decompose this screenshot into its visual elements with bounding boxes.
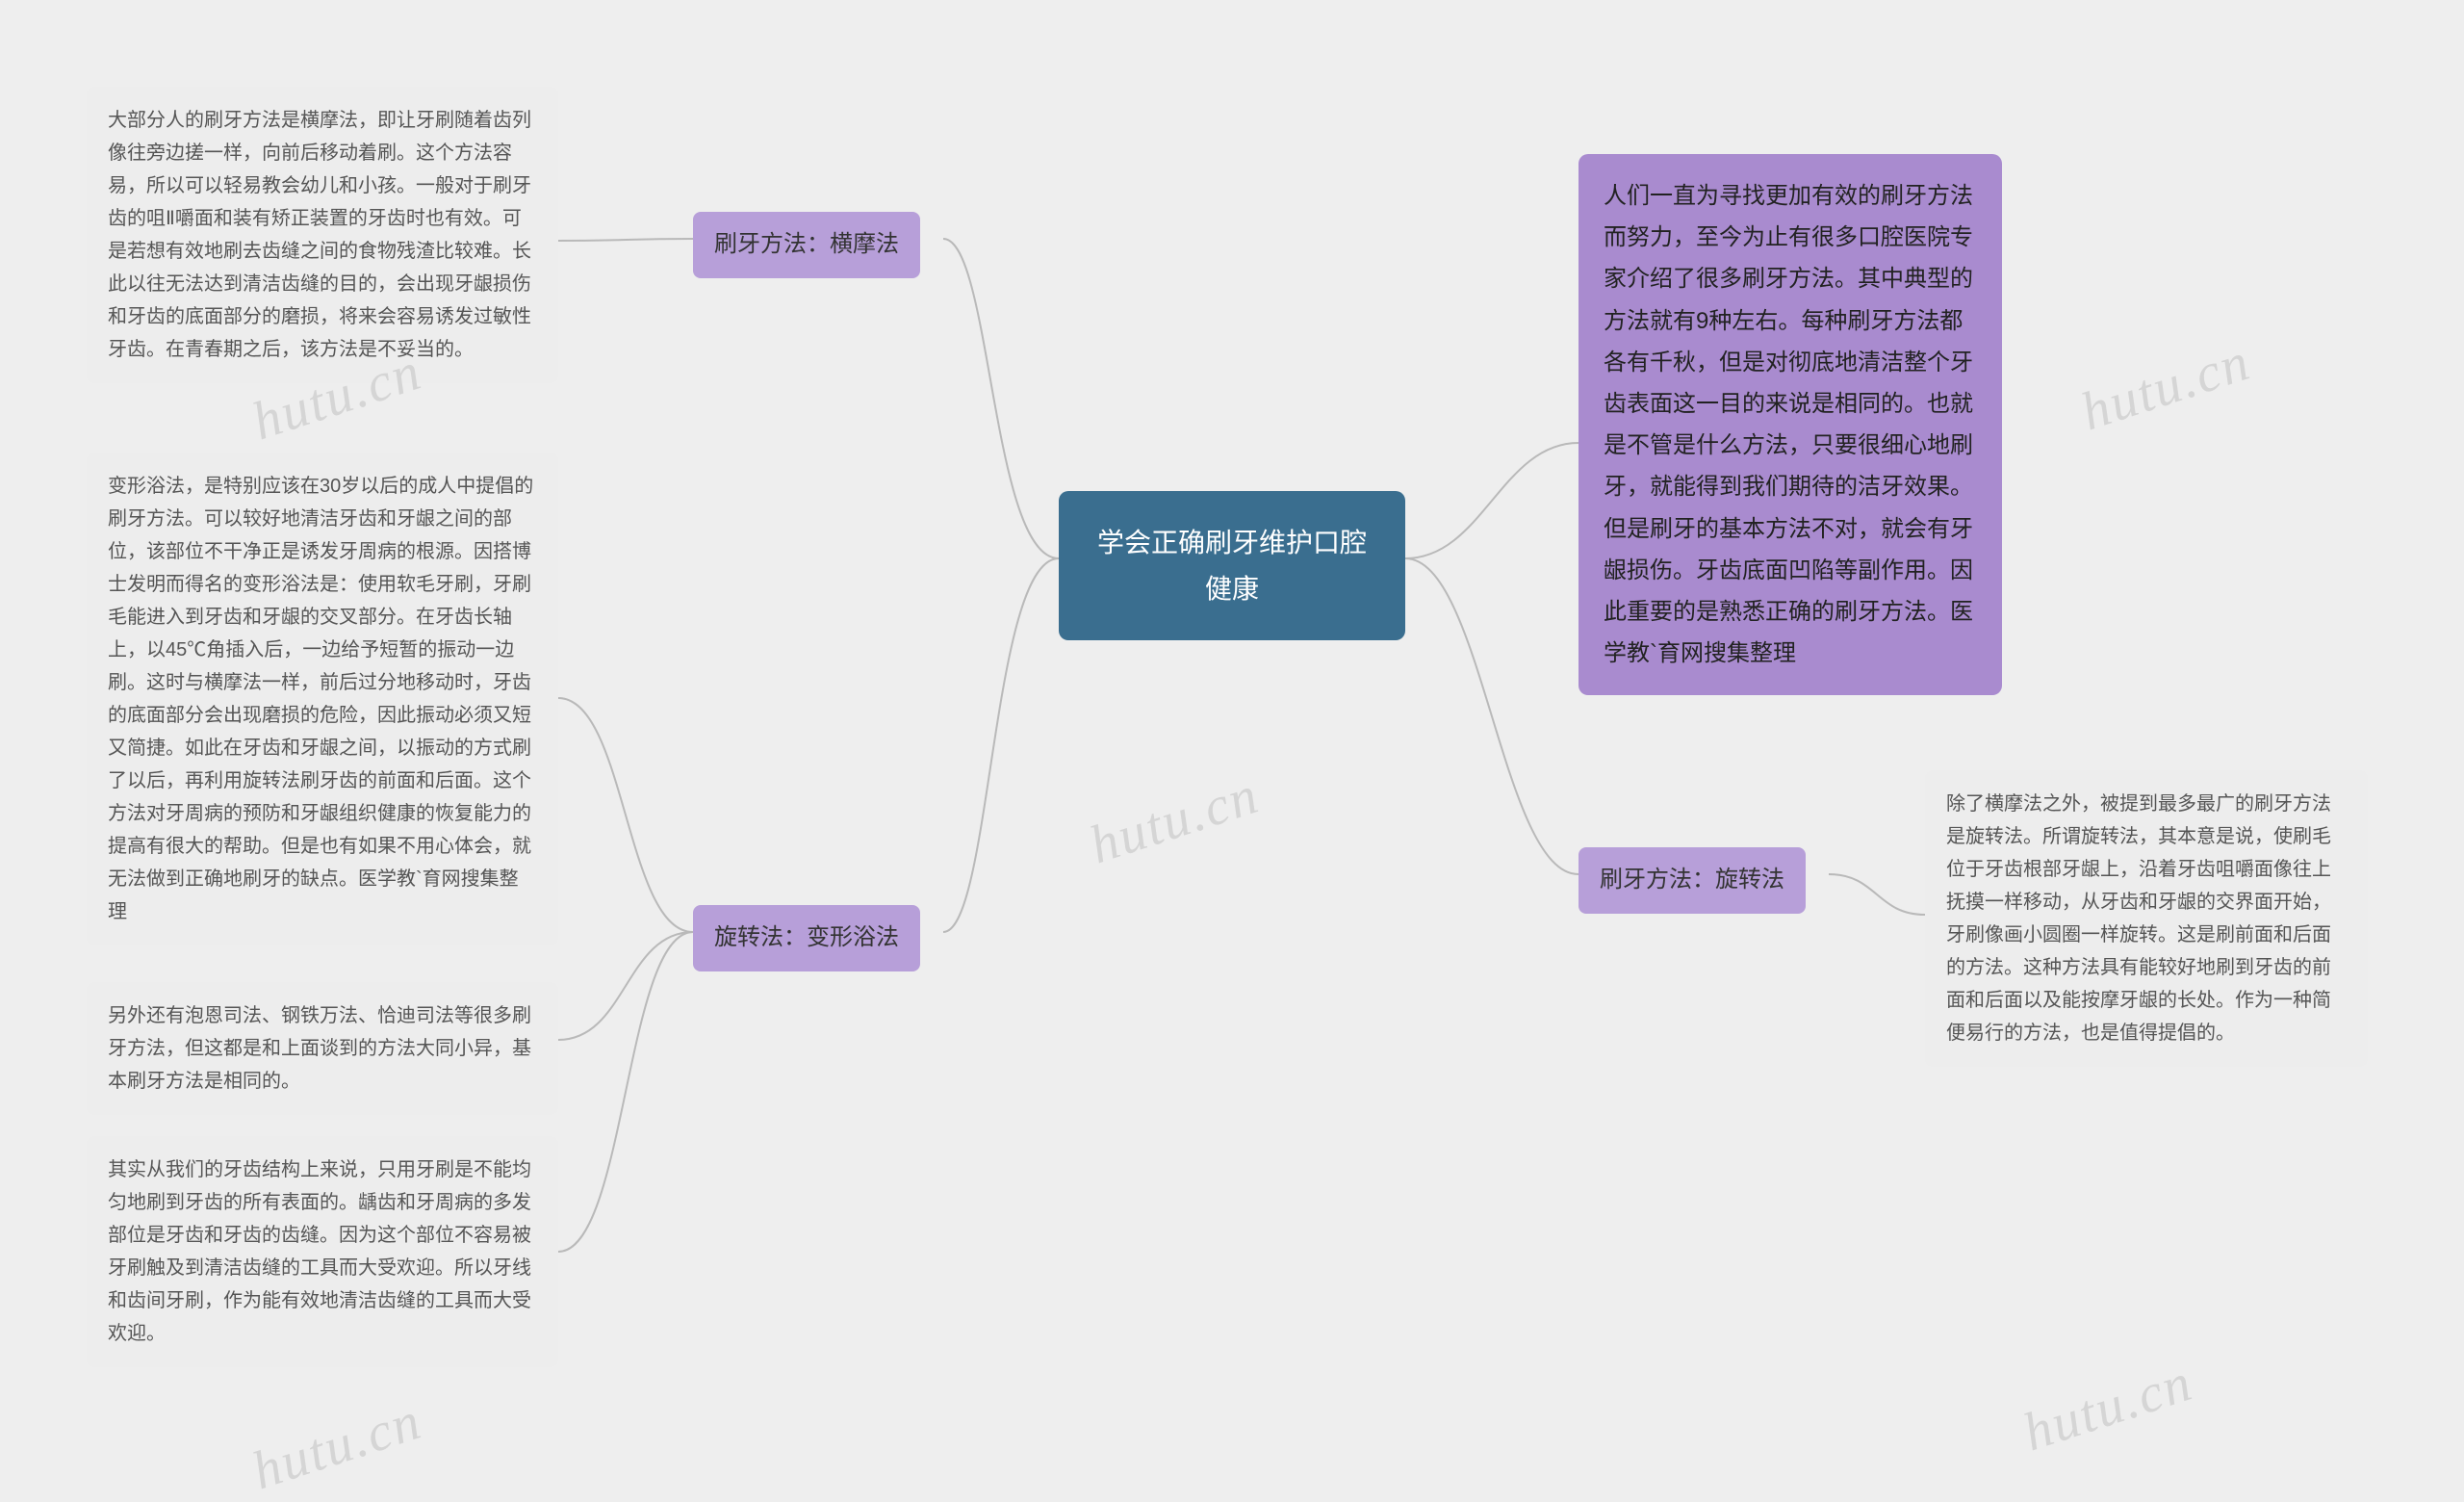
- branch-rotation-method: 刷牙方法：旋转法: [1578, 847, 1806, 914]
- leaf-bass-desc: 变形浴法，是特别应该在30岁以后的成人中提倡的刷牙方法。可以较好地清洁牙齿和牙龈…: [87, 453, 558, 945]
- watermark: hutu.cn: [1083, 764, 1267, 877]
- right-intro-leaf: 人们一直为寻找更加有效的刷牙方法而努力，至今为止有很多口腔医院专家介绍了很多刷牙…: [1578, 154, 2002, 695]
- branch-bass-method: 旋转法：变形浴法: [693, 905, 920, 971]
- leaf-other-methods: 另外还有泡恩司法、钢铁万法、恰迪司法等很多刷牙方法，但这都是和上面谈到的方法大同…: [87, 982, 558, 1115]
- leaf-rotation-desc: 除了横摩法之外，被提到最多最广的刷牙方法是旋转法。所谓旋转法，其本意是说，使刷毛…: [1925, 770, 2368, 1067]
- mindmap-root: 学会正确刷牙维护口腔健康: [1059, 491, 1405, 640]
- watermark: hutu.cn: [245, 1390, 429, 1502]
- watermark: hutu.cn: [2074, 331, 2258, 444]
- watermark: hutu.cn: [2016, 1352, 2200, 1464]
- leaf-floss-desc: 其实从我们的牙齿结构上来说，只用牙刷是不能均匀地刷到牙齿的所有表面的。龋齿和牙周…: [87, 1136, 558, 1367]
- branch-horizontal-method: 刷牙方法：横摩法: [693, 212, 920, 278]
- leaf-horizontal-desc: 大部分人的刷牙方法是横摩法，即让牙刷随着齿列像往旁边搓一样，向前后移动着刷。这个…: [87, 87, 558, 383]
